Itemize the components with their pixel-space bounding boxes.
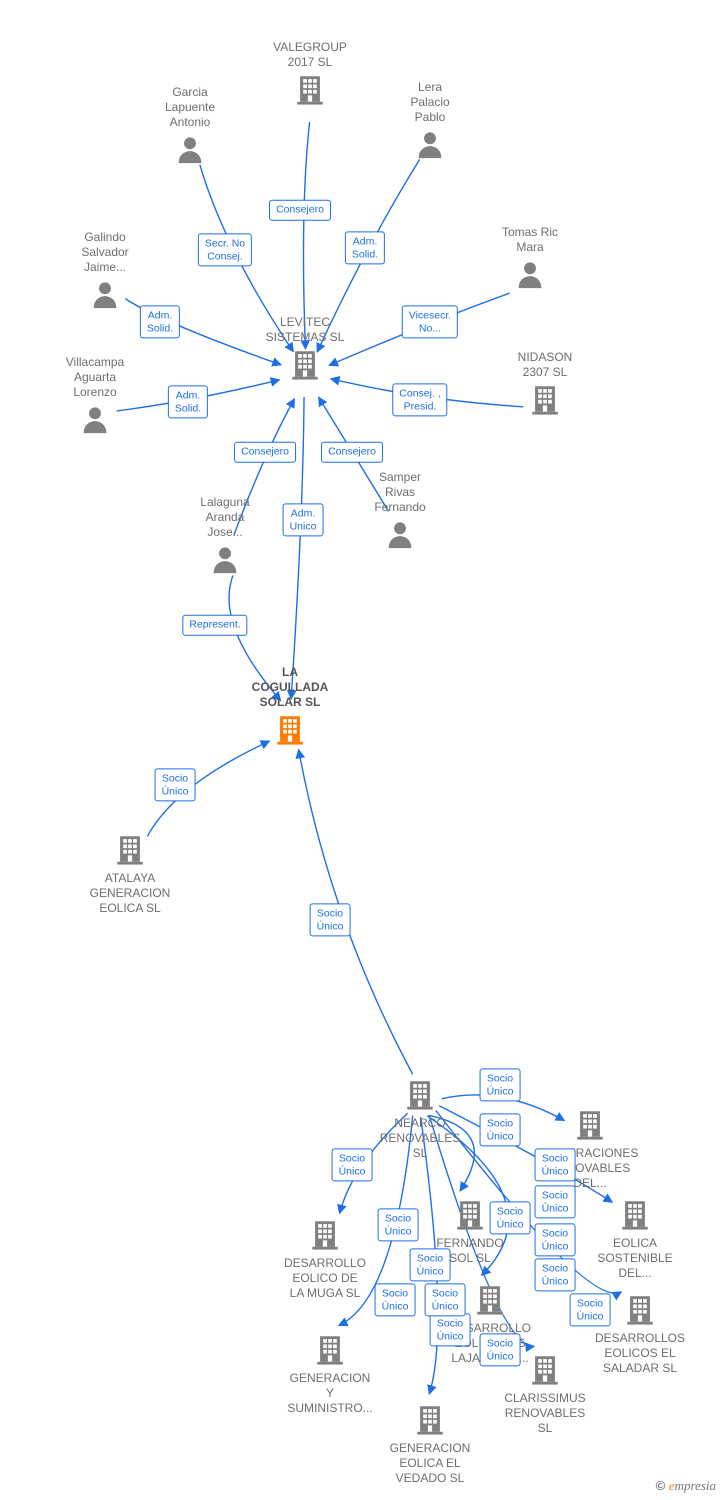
edge-label: Socio Único — [535, 1185, 576, 1218]
person-icon — [513, 257, 547, 296]
building-icon — [453, 1197, 487, 1236]
edge-label: Socio Único — [480, 1068, 521, 1101]
edge-label: Adm. Solid. — [168, 385, 208, 418]
node-label: CLARISSIMUS RENOVABLES SL — [490, 1391, 600, 1436]
edge-label: Represent. — [182, 615, 247, 636]
edge-label: Consejero — [269, 200, 331, 221]
edge-label: Socio Único — [332, 1148, 373, 1181]
edge-label: Socio Único — [570, 1293, 611, 1326]
node-label: GENERACION EOLICA EL VEDADO SL — [375, 1441, 485, 1486]
edge-label: Socio Único — [410, 1248, 451, 1281]
edge-label: Socio Único — [375, 1283, 416, 1316]
building-icon — [113, 832, 147, 871]
building-icon — [528, 382, 562, 421]
person-icon — [78, 402, 112, 441]
node-label: LEVITEC SISTEMAS SL — [250, 315, 360, 345]
edge-label: Socio Único — [155, 768, 196, 801]
building-icon — [313, 1332, 347, 1371]
building-icon — [293, 72, 327, 111]
edge-label: Socio Único — [378, 1208, 419, 1241]
building-icon — [473, 1282, 507, 1321]
node-label: Samper Rivas Fernando — [345, 470, 455, 515]
building-icon — [308, 1217, 342, 1256]
node-label: DESARROLLOS EOLICOS EL SALADAR SL — [585, 1331, 695, 1376]
edge-label: Socio Único — [490, 1201, 531, 1234]
person-icon — [88, 277, 122, 316]
building-icon — [618, 1197, 652, 1236]
person-icon — [413, 127, 447, 166]
edge-label: Adm. Solid. — [345, 231, 385, 264]
edge-label: Secr. No Consej. — [198, 233, 252, 266]
building-icon — [288, 347, 322, 386]
edge-label: Socio Único — [535, 1148, 576, 1181]
building-icon — [623, 1292, 657, 1331]
edge-label: Socio Único — [535, 1223, 576, 1256]
edge-label: Consej. , Presid. — [392, 383, 447, 416]
edge-label: Vicesecr. No... — [402, 305, 458, 338]
node-label: Villacampa Aguarta Lorenzo — [40, 355, 150, 400]
node-label: Galindo Salvador Jaime... — [50, 230, 160, 275]
person-icon — [383, 517, 417, 556]
building-icon — [528, 1352, 562, 1391]
node-label: Tomas Ric Mara — [475, 225, 585, 255]
node-label: Garcia Lapuente Antonio — [135, 85, 245, 130]
edge-label: Socio Único — [425, 1283, 466, 1316]
node-label: LA COGULLADA SOLAR SL — [235, 665, 345, 710]
node-label: NIDASON 2307 SL — [490, 350, 600, 380]
copyright-symbol: © — [656, 1478, 666, 1493]
person-icon — [208, 542, 242, 581]
footer-credit: © empresia — [656, 1478, 716, 1494]
edge-label: Adm. Solid. — [140, 305, 180, 338]
edge-label: Socio Único — [480, 1333, 521, 1366]
edge-label: Socio Único — [310, 903, 351, 936]
brand-rest: mpresia — [675, 1478, 716, 1493]
node-label: NEARCO RENOVABLES SL — [365, 1116, 475, 1161]
node-label: GENERACION Y SUMINISTRO... — [275, 1371, 385, 1416]
node-label: Lalaguna Aranda Jose... — [170, 495, 280, 540]
edge-label: Consejero — [321, 442, 383, 463]
node-label: VALEGROUP 2017 SL — [255, 40, 365, 70]
edge-label: Adm. Unico — [283, 503, 324, 536]
person-icon — [173, 132, 207, 171]
node-label: ATALAYA GENERACION EOLICA SL — [75, 871, 185, 916]
node-label: EOLICA SOSTENIBLE DEL... — [580, 1236, 690, 1281]
edge-label: Socio Único — [480, 1113, 521, 1146]
edge-label: Socio Único — [430, 1313, 471, 1346]
building-icon — [273, 712, 307, 751]
node-label: Lera Palacio Pablo — [375, 80, 485, 125]
edge-label: Socio Único — [535, 1258, 576, 1291]
building-icon — [413, 1402, 447, 1441]
building-icon — [403, 1077, 437, 1116]
building-icon — [573, 1107, 607, 1146]
edge-label: Consejero — [234, 442, 296, 463]
node-label: DESARROLLO EOLICO DE LA MUGA SL — [270, 1256, 380, 1301]
